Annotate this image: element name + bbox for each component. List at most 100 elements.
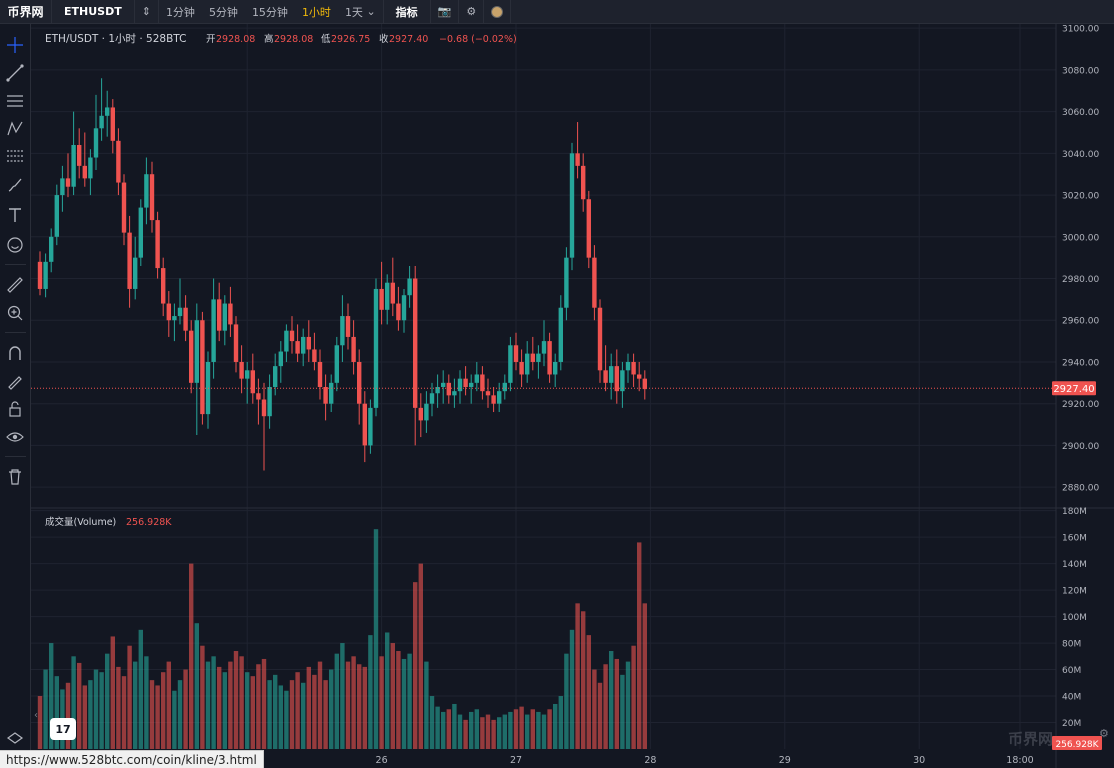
candle [121,182,127,233]
candle [43,261,48,289]
candle [155,220,160,269]
candle [88,157,93,179]
volume-bar [553,703,558,749]
site-logo[interactable]: 币界网 [0,0,52,24]
candle [105,107,110,116]
volume-bar [345,661,351,749]
candle [441,382,446,387]
volume-bar [133,661,138,749]
candle [256,393,261,400]
volume-bar [261,658,267,749]
timeframe-5m[interactable]: 5分钟 [208,5,238,19]
candle [463,378,468,387]
candle [245,370,250,379]
candle [547,341,552,375]
axis-settings-icon[interactable]: ⚙ [1099,727,1109,740]
gear-icon[interactable]: ⚙ [466,5,477,18]
volume-bar [295,672,300,749]
emoji-icon[interactable] [4,234,26,256]
candle [631,361,636,375]
volume-bar [194,623,199,749]
volume-bar [149,680,155,749]
candle [362,403,367,446]
volume-bar [88,680,93,749]
brush-icon[interactable] [4,174,26,196]
indicators-button[interactable]: 指标 [395,5,418,19]
volume-bar [77,662,82,749]
candle [413,278,418,408]
candle [525,353,530,375]
layers-icon[interactable] [4,728,26,750]
toolbar-separator [382,0,384,24]
volume-bar [239,656,244,749]
lock-icon[interactable] [4,398,26,420]
theme-icon[interactable] [484,0,510,24]
timeframe-1d[interactable]: 1天 ⌄ [338,0,383,24]
candle [485,391,491,396]
volume-tick-label: 80M [1062,640,1081,650]
candle [306,336,311,350]
volume-bar [49,643,54,749]
candle [329,382,334,404]
trend-line-icon[interactable] [4,62,26,84]
ruler-icon[interactable] [4,274,26,296]
chevron-left-icon[interactable]: ‹ [34,709,38,721]
volume-bar [312,674,317,749]
candle [138,207,143,258]
magnet-icon[interactable] [4,342,26,364]
eye-icon[interactable] [4,426,26,448]
volume-bar [183,669,188,749]
volume-bar [642,603,647,749]
volume-bar [530,709,535,749]
candle [614,366,619,392]
candle [508,345,513,383]
candle [480,374,485,392]
volume-axis[interactable]: 20M 40M 60M 80M 100M 120M 140M 160M 180M [1062,507,1087,729]
candle [491,395,496,404]
pattern-icon[interactable] [4,118,26,140]
toolbar-separator [157,0,159,24]
candle [541,341,547,354]
candle [597,307,603,371]
volume-bar [407,653,412,749]
volume-bar [65,682,71,749]
fib-icon[interactable] [4,146,26,168]
volume-bar [441,711,446,749]
volume-tick-label: 120M [1062,587,1087,597]
timeframe-1h[interactable]: 1小时 [301,5,331,19]
price-axis[interactable]: 2880.00 2900.00 2920.00 2940.00 2960.00 2980.… [1062,25,1099,494]
volume-bar [177,680,183,749]
price-chart[interactable]: 2880.00 2900.00 2920.00 2940.00 2960.00 2980.… [31,24,1114,768]
timeframe-1m[interactable]: 1分钟 [165,5,195,19]
tradingview-logo[interactable]: 17 [50,718,76,740]
candle [553,361,558,375]
compare-icon[interactable]: ⇕ [141,5,151,18]
volume-tick-label: 140M [1062,560,1087,570]
volume-bar [205,661,211,749]
price-tick-label: 3040.00 [1062,150,1099,160]
horizontal-lines-icon[interactable] [4,90,26,112]
crosshair-icon[interactable] [4,34,26,56]
candle [312,349,317,362]
volume-bar [429,696,435,749]
text-icon[interactable] [4,204,26,226]
candle [407,278,412,296]
volume-legend-label: 成交量(Volume) [45,516,116,528]
timeframe-15m[interactable]: 15分钟 [251,5,288,19]
zoom-in-icon[interactable] [4,302,26,324]
trash-icon[interactable] [4,466,26,488]
camera-icon[interactable]: 📷 [437,5,452,18]
symbol-selector[interactable]: ETHUSDT [52,0,135,24]
candle [351,336,356,362]
volume-bar [99,672,104,749]
volume-bar [424,661,429,749]
pencil-lock-icon[interactable] [4,370,26,392]
candle [54,195,59,237]
time-tick-label: 30 [913,755,925,766]
candle [222,303,227,331]
volume-bar [278,685,283,749]
volume-bar [245,672,250,749]
candle [172,316,177,321]
candle [133,257,138,289]
candle [189,330,194,383]
